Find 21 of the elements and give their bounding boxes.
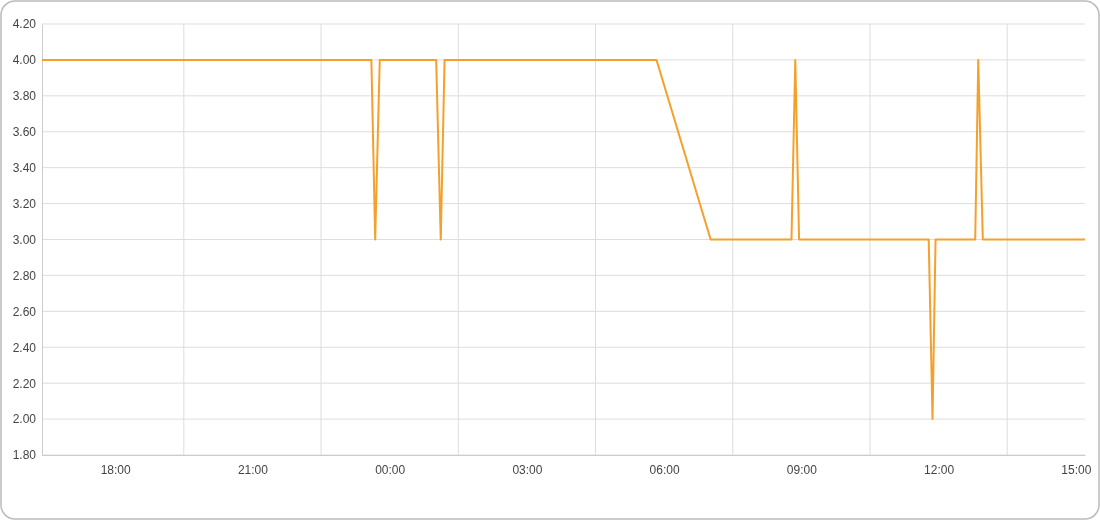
y-tick-label: 2.80 xyxy=(12,268,37,283)
y-tick-label: 1.80 xyxy=(12,448,37,463)
y-tick-label: 3.00 xyxy=(12,232,37,247)
x-tick-label: 15:00 xyxy=(1061,462,1092,477)
y-tick-label: 4.00 xyxy=(12,53,37,68)
y-tick-label: 3.80 xyxy=(12,89,37,104)
x-tick-label: 21:00 xyxy=(237,462,269,477)
y-tick-label: 4.20 xyxy=(12,17,37,32)
y-tick-label: 2.20 xyxy=(12,376,37,391)
y-tick-label: 3.20 xyxy=(12,196,37,211)
x-tick-label: 03:00 xyxy=(512,462,543,477)
y-tick-label: 2.60 xyxy=(12,304,37,319)
x-tick-label: 00:00 xyxy=(375,462,406,477)
x-tick-label: 18:00 xyxy=(100,462,132,477)
y-tick-label: 3.40 xyxy=(12,161,37,176)
y-tick-label: 2.40 xyxy=(12,340,37,355)
y-tick-label: 2.00 xyxy=(12,412,37,427)
x-tick-label: 06:00 xyxy=(649,462,680,477)
x-tick-label: 09:00 xyxy=(786,462,818,477)
x-tick-label: 12:00 xyxy=(924,462,955,477)
y-tick-label: 3.60 xyxy=(12,125,37,140)
